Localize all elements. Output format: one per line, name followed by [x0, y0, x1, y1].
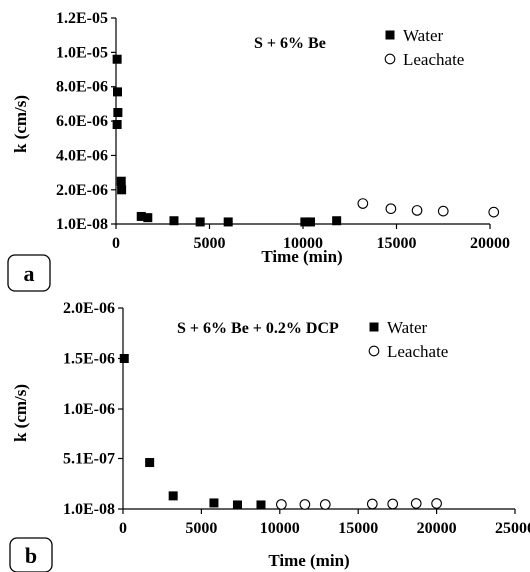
legend: Water Leachate [384, 26, 464, 69]
data-point-water [116, 176, 126, 186]
x-tick-label: 15000 [338, 520, 378, 537]
data-point-water [136, 211, 146, 221]
y-tick-label: 1.0E-05 [56, 44, 108, 61]
data-point-water [113, 107, 123, 117]
legend-marker-water [369, 322, 379, 332]
x-tick-label: 10000 [260, 520, 300, 537]
chart-annotation: S + 6% Be + 0.2% DCP [177, 320, 339, 337]
legend-marker-water [385, 30, 395, 40]
x-tick-label: 5000 [194, 235, 226, 252]
data-point-leachate [319, 499, 331, 510]
y-tick-label: 1.2E-05 [56, 10, 108, 27]
data-point-leachate [276, 499, 287, 510]
x-tick-label: 25000 [495, 520, 530, 537]
y-tick-label: 8.0E-06 [56, 79, 108, 96]
legend-label-water: Water [387, 318, 427, 337]
panel-badge-label: a [24, 261, 35, 286]
data-point-water [119, 354, 129, 364]
panel-badge-box [9, 537, 53, 572]
data-point-water [112, 87, 122, 97]
data-point-water [232, 500, 242, 510]
y-axis-title: k (cm/s) [11, 384, 30, 442]
panel-badge-box [7, 254, 51, 292]
data-point-water [117, 185, 127, 195]
x-axis-title: Time (min) [268, 551, 349, 570]
y-tick-label: 5.1E-07 [63, 450, 115, 467]
data-point-leachate [366, 498, 378, 510]
data-point-leachate [385, 203, 397, 215]
legend-label-water: Water [403, 26, 443, 45]
x-tick-label: 0 [119, 520, 127, 537]
y-tick-label: 1.0E-06 [63, 401, 115, 418]
data-point-leachate [437, 205, 449, 217]
y-tick-label: 6.0E-06 [56, 113, 108, 130]
data-point-water [305, 217, 315, 227]
data-point-water [168, 491, 178, 501]
x-tick-label: 0 [112, 235, 120, 252]
data-point-water [256, 500, 266, 510]
y-tick-label: 2.0E-06 [56, 182, 108, 199]
y-tick-label: 1.5E-06 [63, 351, 115, 368]
data-point-water [145, 458, 155, 468]
data-point-leachate [488, 206, 500, 218]
x-tick-label: 20000 [470, 235, 510, 252]
data-point-leachate [357, 198, 369, 209]
x-tick-label: 5000 [185, 520, 217, 537]
y-axis-title: k (cm/s) [11, 95, 30, 153]
data-point-water [169, 216, 179, 226]
series-leachate [276, 498, 442, 510]
data-point-water [300, 217, 310, 227]
data-point-water [112, 54, 122, 64]
x-axis-title: Time (min) [261, 247, 342, 266]
chart-panel-b: 1.0E-08 5.1E-07 1.0E-06 1.5E-06 2.0E-06 0 5000… [9, 300, 530, 572]
y-tick-label: 2.0E-06 [63, 300, 115, 317]
legend-marker-leachate [384, 53, 396, 65]
x-tick-label: 15000 [377, 235, 417, 252]
series-water [112, 54, 342, 227]
data-point-water [195, 217, 205, 227]
data-point-leachate [411, 205, 423, 216]
data-point-water [209, 498, 219, 508]
legend-label-leachate: Leachate [387, 342, 448, 361]
data-point-leachate [410, 498, 422, 509]
legend-marker-leachate [368, 345, 380, 357]
y-tick-label: 1.0E-08 [56, 216, 108, 233]
legend-label-leachate: Leachate [403, 50, 464, 69]
y-tick-label: 4.0E-06 [56, 147, 108, 164]
data-point-leachate [431, 498, 442, 509]
data-point-leachate [299, 499, 311, 510]
y-tick-label: 1.0E-08 [63, 501, 115, 518]
x-tick-label: 20000 [417, 520, 457, 537]
data-point-water [143, 213, 153, 223]
series-leachate [357, 198, 500, 218]
data-point-water [223, 217, 233, 227]
series-water [119, 354, 266, 510]
data-point-leachate [387, 498, 399, 510]
legend: Water Leachate [368, 318, 448, 361]
chart-annotation: S + 6% Be [254, 35, 326, 52]
chart-panel-a: 1.0E-08 2.0E-06 4.0E-06 6.0E-06 8.0E-06 1.0E-… [7, 10, 510, 292]
panel-badge-label: b [25, 543, 37, 568]
data-point-water [332, 216, 342, 226]
x-tick-label: 10000 [283, 235, 323, 252]
data-point-water [112, 120, 122, 130]
